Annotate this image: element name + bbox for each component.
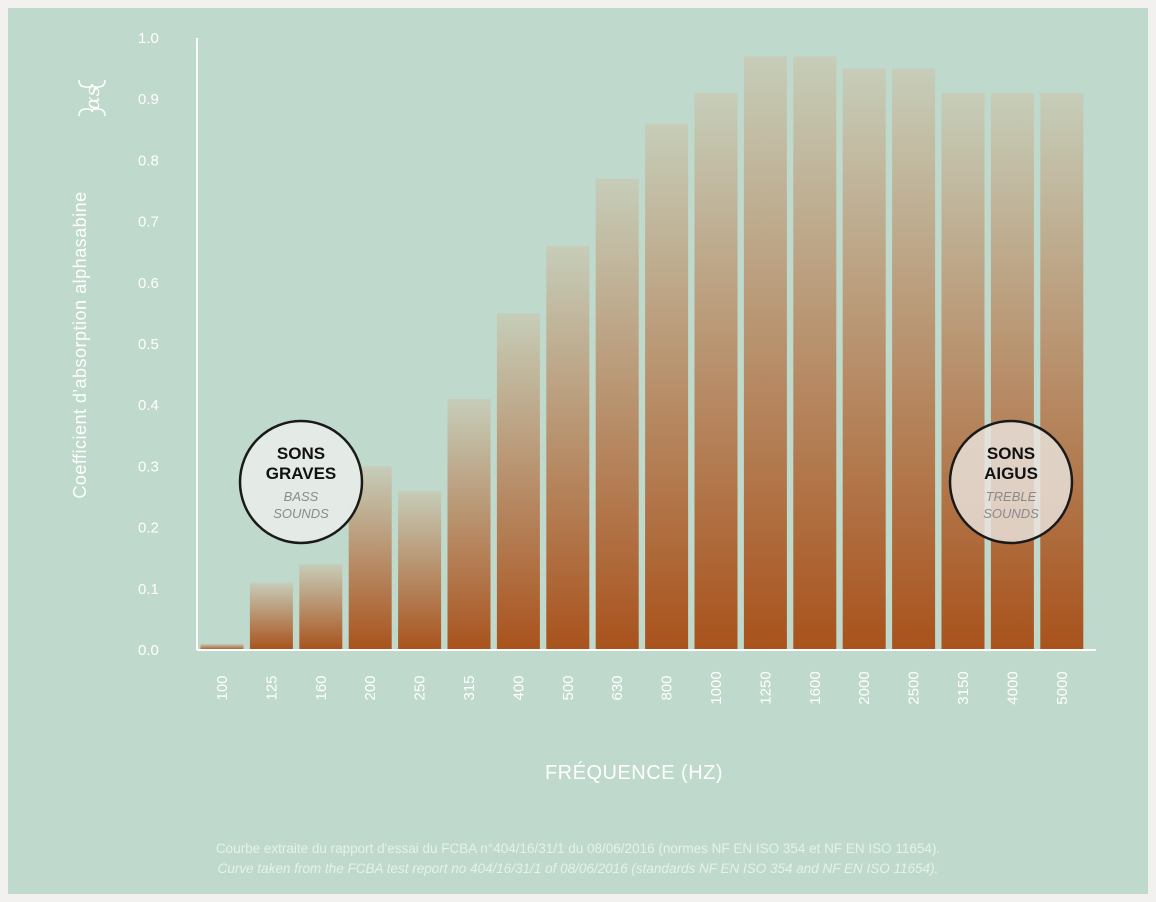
x-tick-label-250: 250 [412, 675, 429, 700]
x-tick-label-2500: 2500 [906, 671, 923, 704]
x-tick-label-800: 800 [659, 675, 676, 700]
bar-160 [299, 564, 343, 650]
bass-title-line2: GRAVES [266, 464, 337, 483]
y-tick-label: 0.4 [138, 397, 159, 414]
bar-5000 [1040, 93, 1084, 650]
bass-title-line1: SONS [277, 444, 325, 463]
x-tick-label-5000: 5000 [1054, 671, 1071, 704]
x-tick-label-4000: 4000 [1004, 671, 1021, 704]
y-tick-label: 1.0 [138, 30, 159, 47]
x-tick-label-315: 315 [461, 675, 478, 700]
x-tick-label-1000: 1000 [708, 671, 725, 704]
bar-315 [447, 399, 491, 650]
y-tick-label: 0.1 [138, 581, 159, 598]
x-tick-label-160: 160 [313, 675, 330, 700]
bar-1000 [694, 93, 738, 650]
bar-800 [645, 123, 689, 651]
alpha-s-symbol-text: αs [80, 86, 104, 110]
x-axis-label: FRÉQUENCE (HZ) [545, 761, 723, 784]
treble-sub-line1: TREBLE [986, 489, 1037, 504]
bar-1600 [793, 56, 837, 651]
bar-3150 [941, 93, 985, 650]
bass-sub-line1: BASS [284, 489, 319, 504]
x-tick-label-630: 630 [609, 675, 626, 700]
treble-title-line2: AIGUS [984, 464, 1038, 483]
bass-sub-line2: SOUNDS [273, 506, 329, 521]
footnote-english: Curve taken from the FCBA test report no… [217, 861, 939, 876]
bar-100 [200, 643, 244, 650]
x-tick-label-2000: 2000 [856, 671, 873, 704]
y-tick-label: 0.8 [138, 152, 159, 169]
x-tick-labels: 100 125 160 200 250 315 400 500 630 800 1000 1250 16… [214, 671, 1071, 704]
x-tick-label-1600: 1600 [807, 671, 824, 704]
bar-1250 [743, 56, 787, 651]
y-tick-label: 0.0 [138, 642, 159, 659]
x-tick-label-200: 200 [362, 675, 379, 700]
bar-2500 [892, 68, 936, 651]
treble-title-line1: SONS [987, 444, 1035, 463]
treble-sounds-badge: SONS AIGUS TREBLE SOUNDS [948, 419, 1074, 545]
bar-125 [249, 582, 293, 650]
bar-250 [398, 490, 442, 650]
footnote-french: Courbe extraite du rapport d'essai du FC… [215, 841, 941, 856]
bar-4000 [990, 93, 1034, 650]
y-tick-label: 0.3 [138, 458, 159, 475]
treble-sub-line2: SOUNDS [983, 506, 1039, 521]
bar-500 [546, 246, 590, 650]
bass-sounds-badge: SONS GRAVES BASS SOUNDS [238, 419, 364, 545]
bar-630 [595, 178, 639, 650]
x-tick-label-1250: 1250 [757, 671, 774, 704]
y-tick-labels: 0.0 0.1 0.2 0.3 0.4 0.5 0.6 0.7 0.8 0.9 1.0 [138, 30, 159, 659]
x-tick-label-3150: 3150 [955, 671, 972, 704]
bar-2000 [842, 68, 886, 651]
y-tick-label: 0.2 [138, 520, 159, 537]
bar-400 [496, 313, 540, 650]
y-tick-label: 0.7 [138, 214, 159, 231]
x-tick-label-100: 100 [214, 675, 231, 700]
y-tick-label: 0.9 [138, 91, 159, 108]
x-tick-label-500: 500 [560, 675, 577, 700]
bars [200, 56, 1084, 651]
y-axis-label: Coefficient d'absorption alphasabine [70, 191, 90, 498]
y-tick-label: 0.6 [138, 275, 159, 292]
x-tick-label-125: 125 [263, 675, 280, 700]
alpha-s-symbol-icon: αs [78, 79, 106, 117]
y-tick-label: 0.5 [138, 336, 159, 353]
x-tick-label-400: 400 [510, 675, 527, 700]
